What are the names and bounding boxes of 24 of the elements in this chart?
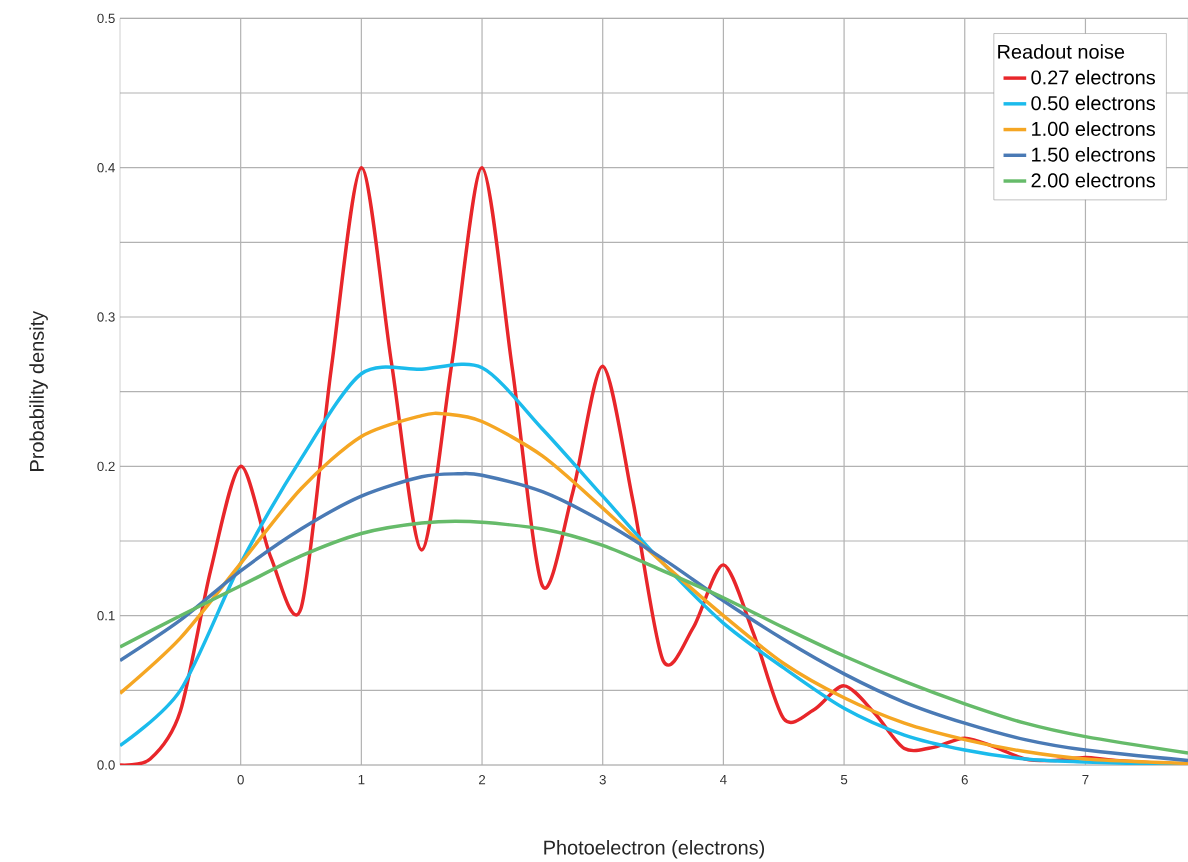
legend-label: 2.00 electrons <box>1031 172 1155 188</box>
line-series <box>120 471 1188 763</box>
line-series <box>120 519 1188 755</box>
legend-label: 1.50 electrons <box>1032 147 1155 162</box>
y-tick-label: 0.4 <box>97 162 115 173</box>
y-tick-label: 0.0 <box>97 760 115 770</box>
x-tick-label: 5 <box>840 775 848 785</box>
y-tick-label: 0.3 <box>97 312 115 322</box>
y-tick-label: 0.5 <box>97 13 115 24</box>
x-tick-label: 1 <box>358 775 365 785</box>
x-tick-label: 6 <box>961 775 968 785</box>
legend-label: 0.50 electrons <box>1031 95 1155 111</box>
x-tick-label: 3 <box>599 775 606 785</box>
x-tick-label: 0 <box>237 775 244 785</box>
legend-label: 1.00 electrons <box>1032 121 1155 136</box>
x-tick-label: 7 <box>1082 775 1089 785</box>
x-tick-label: 2 <box>479 775 486 785</box>
y-tick-label: 0.2 <box>97 461 115 472</box>
y-axis-title: Probability density <box>29 310 48 471</box>
legend-title: Readout noise <box>998 44 1125 59</box>
x-axis-title: Photoelectron (electrons) <box>544 840 765 859</box>
x-tick-label: 4 <box>720 775 727 785</box>
legend-label: 0.27 electrons <box>1031 69 1155 85</box>
y-tick-label: 0.1 <box>97 610 115 621</box>
